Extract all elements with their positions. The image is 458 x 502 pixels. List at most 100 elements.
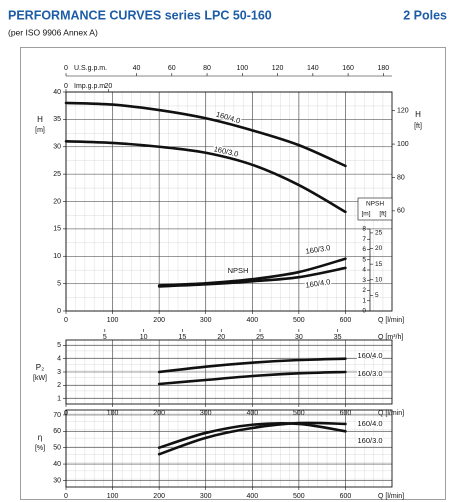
x-tick-label: 300 — [200, 317, 212, 324]
npsh-tick-label: 6 — [362, 246, 366, 253]
x-axis-label: Q [l/min] — [378, 317, 404, 324]
y-tick-label: 15 — [53, 226, 61, 233]
y-tick-label: 60 — [53, 428, 61, 435]
x-tick-label: 200 — [153, 317, 165, 324]
npsh-ft-tick-label: 20 — [375, 245, 383, 252]
curve — [157, 357, 347, 374]
curve — [157, 370, 347, 386]
npsh-ft-tick-label: 25 — [375, 230, 383, 237]
y-tick-label: 30 — [53, 477, 61, 484]
y-tick-label: 1 — [57, 396, 61, 403]
poles: 2 Poles — [403, 8, 447, 22]
y-tick-label: 5 — [57, 342, 61, 349]
top-tick-label: 100 — [236, 65, 248, 72]
right-tick-label: 60 — [397, 208, 405, 215]
npsh-tick-label: 5 — [362, 256, 366, 263]
top-tick-label: 140 — [307, 65, 319, 72]
q2-tick-label: 15 — [179, 334, 187, 341]
x-tick-label: 500 — [293, 493, 305, 500]
y-tick-label: 5 — [57, 280, 61, 287]
top-tick-label: 60 — [168, 65, 176, 72]
x-tick-label: 500 — [293, 317, 305, 324]
title: PERFORMANCE CURVES series LPC 50-160 — [8, 8, 272, 22]
npsh-tick-label: 0 — [362, 308, 366, 315]
curve-label: 160/4.0 — [357, 351, 382, 360]
npsh-header: NPSH — [366, 201, 384, 208]
npsh-ft-tick-label: 15 — [375, 261, 383, 268]
curve — [157, 421, 347, 456]
x-tick-label: 100 — [107, 317, 119, 324]
q2-tick-label: 10 — [140, 334, 148, 341]
q2-tick-label: 20 — [217, 334, 225, 341]
top-tick-label: 180 — [378, 65, 390, 72]
curve — [157, 422, 347, 449]
y-tick-label: 10 — [53, 253, 61, 260]
y-axis-label: P₂ — [36, 363, 44, 372]
top-tick-label: 0 — [64, 65, 68, 72]
top-tick-label: 80 — [203, 65, 211, 72]
frame — [20, 47, 446, 500]
npsh-curve-label: NPSH — [228, 266, 249, 275]
npsh-tick-label: 7 — [362, 236, 366, 243]
plot-frame — [65, 409, 393, 488]
top-tick-label: 20 — [104, 83, 112, 90]
curve — [64, 139, 347, 214]
plot-frame — [65, 339, 393, 405]
q2-axis-label: Q [m³/h] — [378, 334, 403, 341]
curve-label: 160/3.0 — [357, 436, 382, 445]
subtitle: (per ISO 9906 Annex A) — [8, 27, 98, 37]
y-tick-label: 40 — [53, 89, 61, 96]
y-tick-label: 70 — [53, 412, 61, 419]
y-tick-label: 3 — [57, 369, 61, 376]
q2-tick-label: 25 — [256, 334, 264, 341]
top-tick-label: 160 — [342, 65, 354, 72]
npsh-unit-ft: [ft] — [379, 211, 386, 218]
npsh-ft-tick-label: 5 — [375, 292, 379, 299]
curve-label: 160/3.0 — [357, 369, 382, 378]
npsh-ft-tick-label: 10 — [375, 276, 383, 283]
x-tick-label: 400 — [246, 317, 258, 324]
y-tick-label: 4 — [57, 356, 61, 363]
y-axis-unit: [%] — [35, 445, 45, 452]
q2-tick-label: 35 — [334, 334, 342, 341]
npsh-tick-label: 1 — [362, 297, 366, 304]
curve-label: 160/4.0 — [357, 419, 382, 428]
npsh-tick-label: 4 — [362, 267, 366, 274]
y-tick-label: 2 — [57, 382, 61, 389]
x-tick-label: 400 — [246, 493, 258, 500]
top-tick-label: 0 — [64, 83, 68, 90]
npsh-tick-label: 3 — [362, 277, 366, 284]
x-tick-label: 0 — [64, 317, 68, 324]
top-axis-label: Imp.g.p.m. — [74, 83, 107, 90]
right-tick-label: 100 — [397, 141, 409, 148]
y-tick-label: 35 — [53, 116, 61, 123]
top-tick-label: 40 — [133, 65, 141, 72]
curve — [64, 101, 347, 168]
y-axis-unit: [m] — [35, 127, 45, 134]
y-tick-label: 0 — [57, 308, 61, 315]
y-tick-label: 30 — [53, 144, 61, 151]
x-tick-label: 100 — [107, 493, 119, 500]
x-axis-label: Q [l/min] — [378, 493, 404, 500]
npsh-header-box — [357, 197, 393, 221]
npsh-unit-m: [m] — [361, 211, 370, 218]
y-axis-label: η — [38, 433, 42, 442]
y-axis-label: H — [37, 115, 43, 124]
right-axis-unit: [ft] — [414, 123, 422, 130]
y-tick-label: 25 — [53, 171, 61, 178]
x-tick-label: 0 — [64, 493, 68, 500]
y-tick-label: 50 — [53, 445, 61, 452]
top-axis-label: U.S.g.p.m. — [74, 65, 107, 72]
top-tick-label: 120 — [272, 65, 284, 72]
y-axis-unit: [kW] — [33, 375, 47, 382]
x-tick-label: 600 — [340, 317, 352, 324]
x-tick-label: 600 — [340, 493, 352, 500]
q2-tick-label: 30 — [295, 334, 303, 341]
minor-grid — [66, 410, 392, 487]
right-tick-label: 120 — [397, 108, 409, 115]
npsh-tick-label: 2 — [362, 287, 366, 294]
q2-tick-label: 5 — [103, 334, 107, 341]
right-axis-label: H — [415, 110, 421, 119]
npsh-tick-label: 8 — [362, 226, 366, 233]
